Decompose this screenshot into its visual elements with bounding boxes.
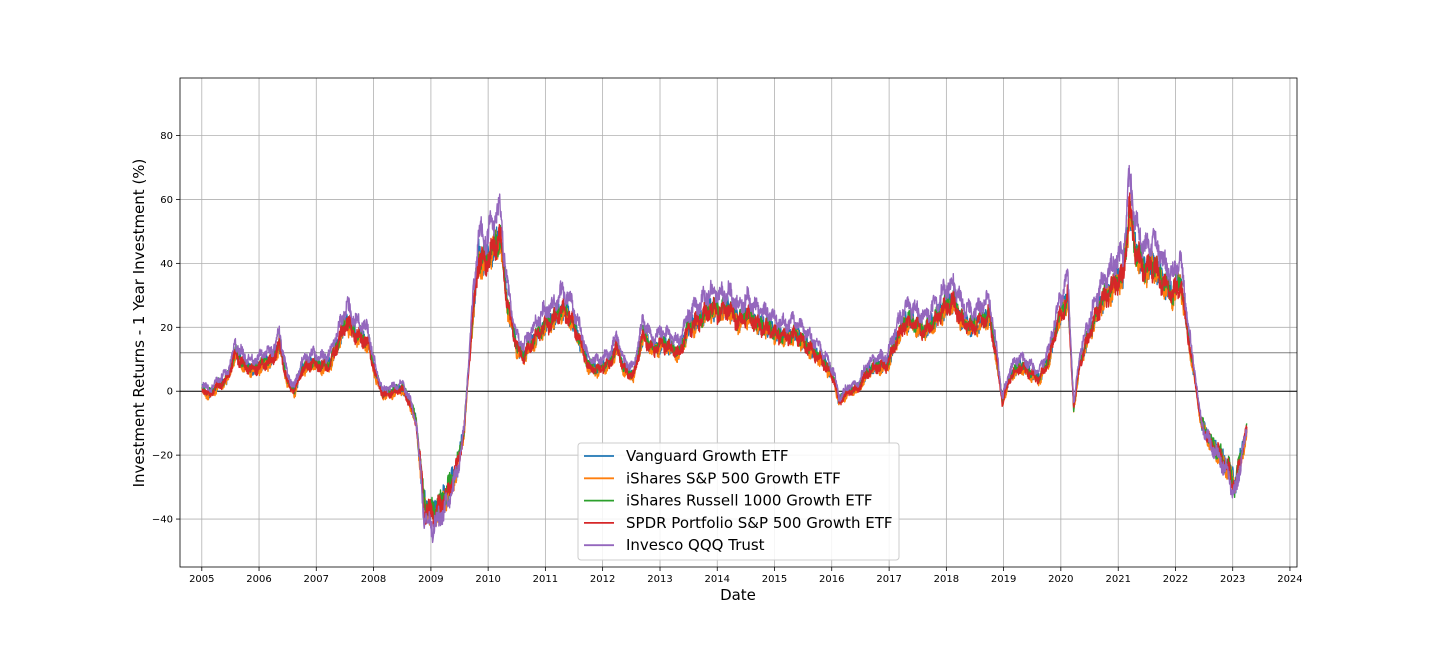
- x-tick-label: 2024: [1277, 574, 1302, 585]
- x-tick-label: 2021: [1106, 574, 1131, 585]
- y-tick-label: 60: [160, 195, 173, 206]
- x-tick-label: 2015: [762, 574, 787, 585]
- legend-label: iShares S&P 500 Growth ETF: [626, 469, 841, 487]
- x-tick-label: 2019: [991, 574, 1016, 585]
- x-tick-label: 2010: [475, 574, 500, 585]
- legend-label: Invesco QQQ Trust: [626, 536, 765, 554]
- x-tick-label: 2013: [647, 574, 672, 585]
- legend-label: SPDR Portfolio S&P 500 Growth ETF: [626, 514, 893, 532]
- y-tick-label: 80: [160, 131, 173, 142]
- x-tick-label: 2014: [705, 574, 730, 585]
- x-tick-label: 2018: [934, 574, 959, 585]
- x-tick-label: 2007: [304, 574, 329, 585]
- legend-box: [577, 442, 900, 561]
- y-tick-label: −40: [152, 515, 173, 526]
- y-axis-ticks: −40 −20 0 20 40 60 80: [152, 131, 180, 526]
- x-tick-label: 2023: [1220, 574, 1245, 585]
- y-tick-label: 0: [167, 387, 173, 398]
- legend-label: iShares Russell 1000 Growth ETF: [626, 492, 873, 510]
- x-tick-label: 2017: [876, 574, 901, 585]
- x-tick-label: 2016: [819, 574, 844, 585]
- x-tick-label: 2012: [590, 574, 615, 585]
- y-tick-label: 20: [160, 323, 173, 334]
- x-tick-label: 2022: [1163, 574, 1188, 585]
- x-tick-label: 2009: [418, 574, 443, 585]
- x-tick-label: 2006: [246, 574, 271, 585]
- x-axis-title: Date: [720, 586, 756, 604]
- plot-frame: [179, 77, 1298, 568]
- x-tick-label: 2011: [533, 574, 558, 585]
- x-tick-label: 2008: [361, 574, 386, 585]
- series-lines: [201, 164, 1248, 544]
- y-tick-label: 40: [160, 259, 173, 270]
- x-axis-ticks: 2005 2006 2007 2008 2009 2010 2011 2012 2013 2014…: [189, 567, 1303, 585]
- y-axis-title: Investment Returns - 1 Year Investment (…: [130, 159, 148, 488]
- legend: Vanguard Growth ETF iShares S&P 500 Growt…: [577, 442, 900, 561]
- y-tick-label: −20: [152, 451, 173, 462]
- series-line-5: [201, 164, 1248, 544]
- x-tick-label: 2020: [1048, 574, 1073, 585]
- x-tick-label: 2005: [189, 574, 214, 585]
- legend-label: Vanguard Growth ETF: [626, 447, 789, 465]
